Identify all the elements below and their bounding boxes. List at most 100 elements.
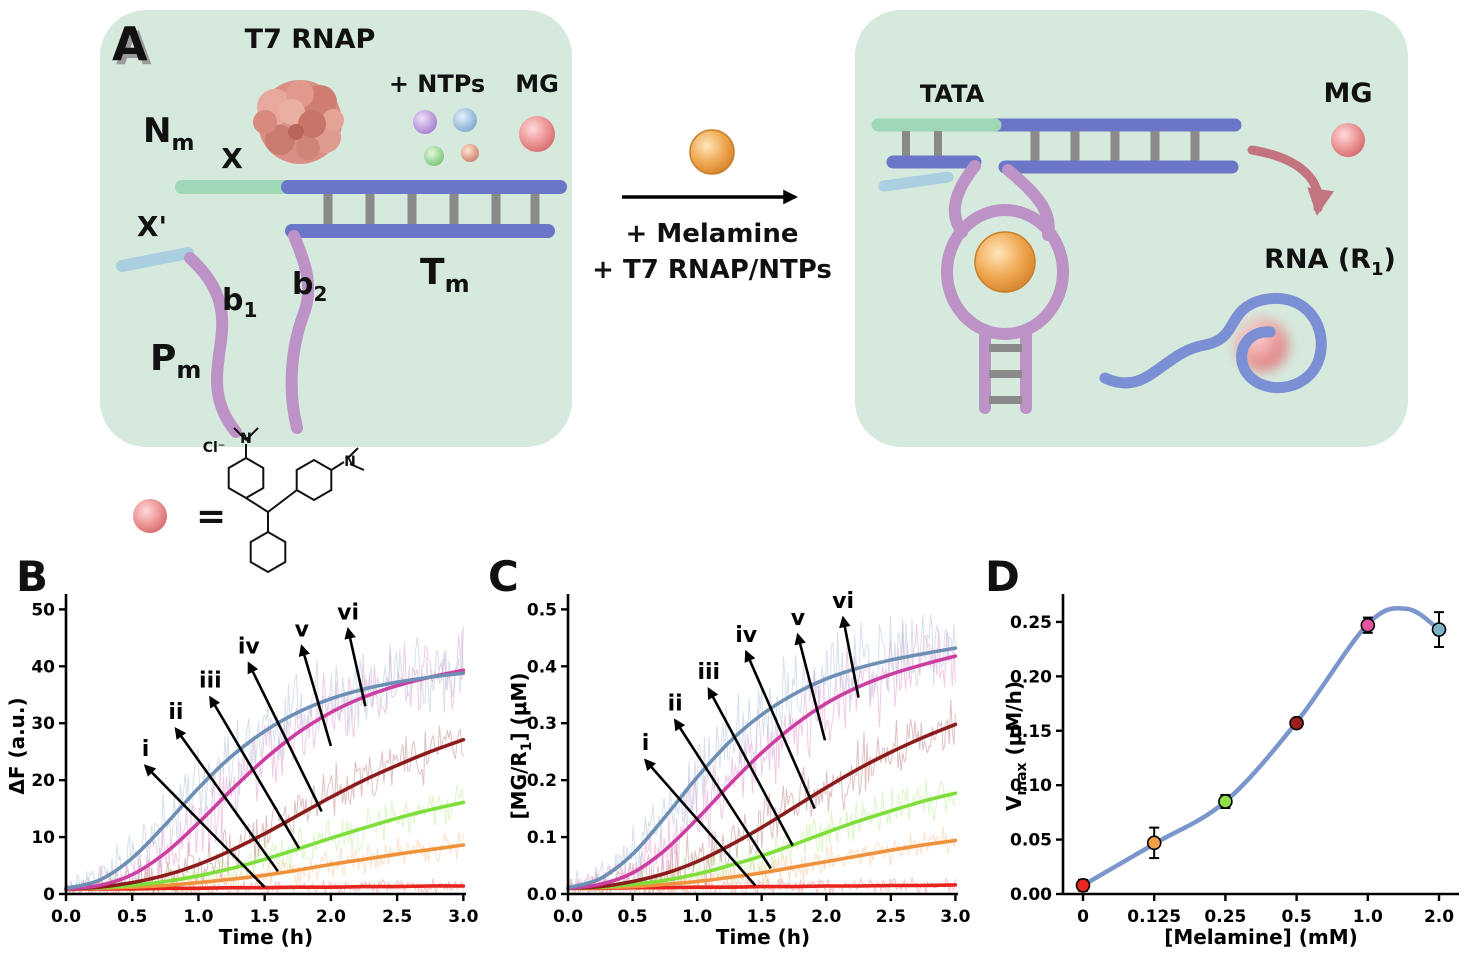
tm-label: Tm <box>420 252 470 298</box>
series-ii <box>566 838 958 891</box>
svg-text:10: 10 <box>31 828 55 848</box>
svg-text:0.0: 0.0 <box>527 885 557 905</box>
panel-d-letter: D <box>985 552 1020 601</box>
reaction-condition-2: + T7 RNAP/NTPs <box>592 255 832 285</box>
y-axis-label: ΔF (a.u.) <box>5 697 29 794</box>
data-points <box>1075 611 1447 893</box>
svg-text:0.3: 0.3 <box>527 714 557 734</box>
svg-text:30: 30 <box>31 714 55 734</box>
series-vi <box>566 646 958 890</box>
axes: 0 0.125 0.25 0.5 1.0 2.0 0.00 0.05 0.10 0.15 0.20 0… <box>1002 594 1459 949</box>
annotation-label-v: v <box>295 617 310 642</box>
annotation-arrow-vi <box>344 627 367 707</box>
svg-text:0.125: 0.125 <box>1127 907 1181 927</box>
series-iv <box>566 722 958 891</box>
dna-probe-structure <box>116 180 567 438</box>
annotation-label-iv: iv <box>238 634 261 659</box>
annotation-arrow-iii <box>707 687 794 847</box>
data-point-0.5 <box>1289 715 1304 731</box>
annotation-label-v: v <box>791 606 806 631</box>
mg-right-sphere-icon <box>1331 123 1365 157</box>
tata-label: TATA <box>920 80 985 108</box>
svg-text:3.0: 3.0 <box>940 907 970 927</box>
x-axis-label: Time (h) <box>716 925 810 949</box>
axes: 0.0 0.5 1.0 1.5 2.0 2.5 3.0 0.0 0.1 0.2 0.3 0.4 0.5 T… <box>507 594 971 949</box>
x-label: X <box>221 142 243 175</box>
reaction-condition-1: + Melamine <box>626 219 799 249</box>
annotation-label-i: i <box>142 737 150 762</box>
annotation-arrow-i <box>643 758 757 887</box>
annotation-arrow-iii <box>209 695 301 850</box>
svg-text:0.25: 0.25 <box>1010 613 1052 633</box>
x-axis-label: Time (h) <box>219 925 313 949</box>
b1-label: b1 <box>222 283 257 322</box>
n-label: N <box>344 454 356 470</box>
mg-binding-arrow <box>1247 145 1335 217</box>
annotation-label-vi: vi <box>832 589 854 614</box>
svg-text:2.5: 2.5 <box>382 907 412 927</box>
data-point-2.0 <box>1431 622 1447 637</box>
annotation-label-iii: iii <box>199 669 222 694</box>
panel-a-schematic: A A T7 RNAP + NTPs MG <box>100 10 1408 574</box>
svg-text:50: 50 <box>31 600 55 620</box>
svg-text:0.5: 0.5 <box>527 600 557 620</box>
data-point-0 <box>1075 877 1091 893</box>
annotation-arrow-i <box>143 764 266 889</box>
fitted-curves <box>64 668 466 892</box>
mg-chemical-structure: = Cl⁻ N N <box>133 427 365 574</box>
reaction-arrow-group: + Melamine + T7 RNAP/NTPs <box>592 129 832 285</box>
svg-text:0.2: 0.2 <box>527 771 557 791</box>
ntp-spheres-icon <box>413 108 479 166</box>
chart-d-dose-response: 0 0.125 0.25 0.5 1.0 2.0 0.00 0.05 0.10 0.15 0.20 0… <box>1002 594 1459 949</box>
mg-dye-sphere-icon <box>519 116 555 152</box>
series-v <box>64 668 466 891</box>
panel-a-letter: A <box>112 17 148 71</box>
melamine-sphere-icon <box>689 129 735 175</box>
svg-text:0.1: 0.1 <box>527 828 557 848</box>
series-iv <box>64 737 466 891</box>
annotation-arrow-iv <box>247 661 323 813</box>
annotation-arrow-ii <box>673 718 772 870</box>
svg-text:20: 20 <box>31 771 55 791</box>
mg-right-label: MG <box>1323 78 1372 109</box>
axes: 0.0 0.5 1.0 1.5 2.0 2.5 3.0 0 10 20 30 40 50 Time (h)… <box>5 594 479 949</box>
svg-text:2.5: 2.5 <box>876 907 906 927</box>
rna-transcript-illustration <box>1099 293 1327 394</box>
nm-label: Nm <box>143 111 194 156</box>
svg-text:0.25: 0.25 <box>1204 907 1246 927</box>
dose-response-curve <box>1080 606 1442 888</box>
pm-label: Pm <box>150 338 201 384</box>
annotation-arrow-ii <box>174 727 279 872</box>
x-axis-label: [Melamine] (mM) <box>1164 925 1358 949</box>
svg-text:2.0: 2.0 <box>811 907 841 927</box>
svg-text:1.0: 1.0 <box>682 907 712 927</box>
annotation-label-ii: ii <box>668 691 683 716</box>
svg-text:40: 40 <box>31 657 55 677</box>
series-vi <box>64 671 466 891</box>
panel-b-letter: B <box>16 552 49 601</box>
data-point-0.25 <box>1218 794 1233 809</box>
svg-text:0.5: 0.5 <box>1282 907 1312 927</box>
svg-text:3.0: 3.0 <box>448 907 478 927</box>
annotation-label-iv: iv <box>735 623 758 648</box>
mg-left-label: MG <box>515 70 559 98</box>
data-point-0.125 <box>1146 835 1162 851</box>
panel-c-letter: C <box>488 552 519 601</box>
panel-a-letter-shadow: A <box>116 21 152 75</box>
panel-a-right-scene: TATA MG RNA (R1) <box>855 10 1408 447</box>
annotation-arrow-iv <box>744 649 816 810</box>
annotation-arrow-v <box>298 644 333 747</box>
svg-text:1.5: 1.5 <box>747 907 777 927</box>
svg-text:0.0: 0.0 <box>51 907 81 927</box>
svg-text:0.00: 0.00 <box>1010 885 1052 905</box>
svg-text:0: 0 <box>43 885 55 905</box>
svg-text:0.10: 0.10 <box>1010 776 1052 796</box>
xprime-label: X' <box>137 210 167 243</box>
aptamer-loop <box>941 204 1069 340</box>
svg-text:2.0: 2.0 <box>316 907 346 927</box>
equals-sign: = <box>196 496 226 537</box>
bound-melamine-sphere-icon <box>974 231 1036 293</box>
